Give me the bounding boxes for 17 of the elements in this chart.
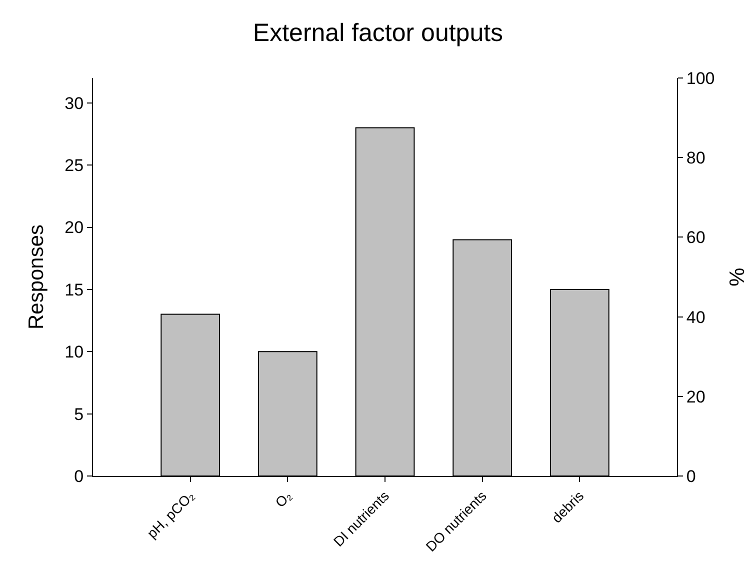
y-tick-label: 30 — [64, 94, 84, 113]
y2-axis-title: % — [726, 268, 749, 286]
y2-tick-label: 0 — [686, 466, 696, 486]
y-tick-label: 0 — [74, 466, 84, 486]
y-tick-label: 10 — [64, 342, 84, 362]
y2-tick-label: 20 — [686, 387, 706, 406]
y2-tick-label: 80 — [686, 148, 706, 168]
y-tick-label: 25 — [64, 156, 84, 176]
y2-tick-label: 60 — [686, 228, 706, 248]
y-axis-title: Responses — [24, 224, 48, 330]
y-tick-label: 5 — [74, 404, 84, 424]
chart-title: External factor outputs — [252, 18, 504, 47]
y2-tick-label: 100 — [686, 68, 715, 88]
x-tick-label: O₂ — [272, 488, 295, 510]
y2-tick-label: 40 — [686, 308, 706, 327]
y-tick-label: 15 — [64, 280, 84, 300]
y-tick-label: 20 — [64, 218, 84, 238]
